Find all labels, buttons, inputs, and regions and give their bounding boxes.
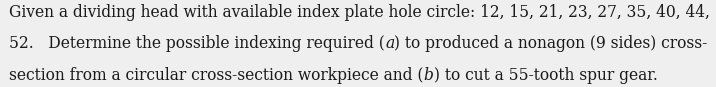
- Text: ) to produced a nonagon (9 sides) cross-: ) to produced a nonagon (9 sides) cross-: [395, 35, 707, 52]
- Text: a: a: [385, 35, 395, 52]
- Text: b: b: [424, 67, 434, 84]
- Text: section from a circular cross-section workpiece and (: section from a circular cross-section wo…: [9, 67, 424, 84]
- Text: 52.   Determine the possible indexing required (: 52. Determine the possible indexing requ…: [9, 35, 385, 52]
- Text: Given a dividing head with available index plate hole circle: 12, 15, 21, 23, 27: Given a dividing head with available ind…: [9, 4, 710, 21]
- Text: ) to cut a 55-tooth spur gear.: ) to cut a 55-tooth spur gear.: [434, 67, 657, 84]
